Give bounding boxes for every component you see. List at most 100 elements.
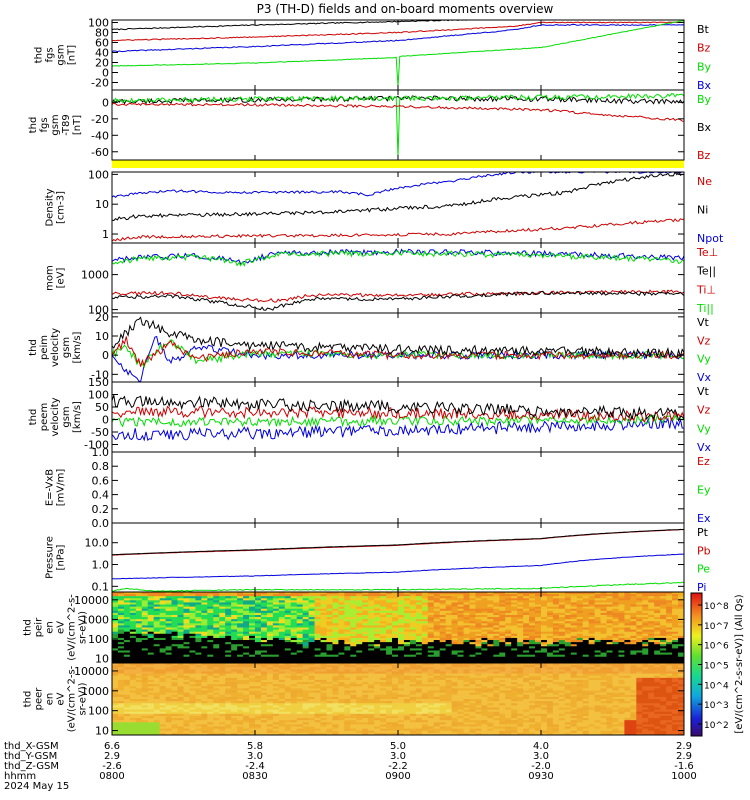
time-axis-value: 0830 bbox=[242, 771, 267, 782]
y-tick-label: 100 bbox=[88, 705, 109, 718]
y-axis-label: [nPa] bbox=[56, 544, 67, 570]
y-axis-label: thd bbox=[34, 47, 45, 64]
y-axis-label: -T89 bbox=[61, 114, 72, 136]
series-line-red bbox=[112, 218, 684, 242]
y-axis-label: [mV/m] bbox=[56, 469, 67, 507]
time-axis-row-label: thd_Z-GSM bbox=[4, 761, 59, 772]
spectrogram-ion bbox=[112, 592, 684, 663]
legend-entry: Te⊥ bbox=[696, 246, 718, 259]
y-tick-label: 0 bbox=[102, 349, 109, 362]
time-axis-value: 1000 bbox=[671, 771, 696, 782]
time-axis-value: 3.0 bbox=[533, 751, 549, 762]
legend-entry: Vx bbox=[697, 441, 712, 454]
y-tick-label: 0.8 bbox=[92, 460, 110, 473]
time-axis-row-label: thd_X-GSM bbox=[4, 741, 59, 752]
y-tick-label: -100 bbox=[84, 439, 109, 452]
y-axis-label: [cm-3] bbox=[56, 191, 67, 224]
legend-entry: Ti⊥ bbox=[696, 283, 716, 296]
legend-entry: Npot bbox=[697, 232, 724, 245]
y-tick-label: 80 bbox=[95, 27, 109, 40]
y-axis-label: [nT] bbox=[67, 45, 78, 65]
y-tick-label: 1000 bbox=[81, 685, 109, 698]
y-tick-label: 20 bbox=[95, 57, 109, 70]
y-tick-label: 1.0 bbox=[92, 559, 110, 572]
time-axis-value: 2.9 bbox=[104, 751, 120, 762]
panel-9: 10000 1000 100 10 thd peir en eV (eV/(cm^2-s-sr-… bbox=[23, 591, 685, 666]
y-axis-label: velocity bbox=[50, 397, 61, 436]
y-axis-label: Density bbox=[45, 188, 56, 226]
series-line-blue bbox=[112, 416, 684, 442]
y-tick-label: 1000 bbox=[81, 269, 109, 282]
y-tick-label: -60 bbox=[91, 146, 109, 159]
legend-entry: Ne bbox=[697, 175, 712, 188]
panel-frame bbox=[111, 242, 685, 314]
y-axis-label: fgs bbox=[45, 47, 56, 62]
y-axis-label: [eV] bbox=[56, 268, 67, 289]
panel-frame bbox=[111, 451, 685, 524]
time-axis-value: 3.0 bbox=[390, 751, 406, 762]
time-axis-value: 2.9 bbox=[676, 741, 692, 752]
legend-entry: By bbox=[697, 93, 712, 106]
time-axis-value: 0800 bbox=[99, 771, 124, 782]
y-axis-label: thd bbox=[23, 619, 34, 636]
time-axis-value: -2.6 bbox=[102, 761, 122, 772]
burst-mode-bar bbox=[112, 160, 684, 168]
panel-8: 10.0 1.0 0.1 Pressure [nPa] Pt Pb Pe Pi bbox=[45, 522, 711, 594]
series-line-black bbox=[112, 95, 684, 105]
legend-entry: Pe bbox=[697, 563, 710, 576]
y-tick-label: 0.1 bbox=[92, 580, 110, 593]
colorbar-tick-label: 10^8 bbox=[704, 602, 729, 612]
time-axis-value: -2.4 bbox=[245, 761, 265, 772]
time-axis-row-label: thd_Y-GSM bbox=[4, 751, 57, 762]
colorbar-label: [eV/(cm^2-s-sr-eV)] (All Qs) bbox=[734, 594, 745, 733]
y-axis-label: gsm bbox=[61, 337, 72, 358]
series-line-black bbox=[112, 528, 684, 556]
y-tick-label: -20 bbox=[91, 113, 109, 126]
legend-entry: Vz bbox=[697, 404, 711, 417]
legend-entry: Bz bbox=[697, 149, 711, 162]
series-line-red bbox=[112, 404, 684, 423]
time-axis-value: -2.2 bbox=[388, 761, 408, 772]
series-line-blue bbox=[112, 23, 684, 53]
series-line-green bbox=[112, 414, 684, 428]
y-axis-label: fgs bbox=[39, 117, 50, 132]
series-line-blue bbox=[112, 172, 684, 198]
y-axis-label: velocity bbox=[50, 328, 61, 367]
y-axis-label: en bbox=[45, 693, 56, 706]
legend-entry: Vz bbox=[697, 334, 711, 347]
legend-entry: Vx bbox=[697, 371, 712, 384]
y-tick-label: 0.4 bbox=[92, 489, 110, 502]
y-tick-label: 1.0 bbox=[92, 446, 110, 459]
colorbar-tick-label: 10^7 bbox=[704, 622, 729, 632]
y-axis-label: eV bbox=[56, 692, 67, 705]
y-axis-label: peem bbox=[39, 403, 50, 431]
legend-entry: Vt bbox=[697, 385, 710, 398]
y-axis-label: [km/s] bbox=[72, 331, 83, 363]
y-axis-label: peer bbox=[34, 687, 45, 711]
time-axis-row-label: hhmm bbox=[4, 771, 36, 782]
y-tick-label: 0 bbox=[102, 67, 109, 80]
y-tick-label: 0 bbox=[102, 414, 109, 427]
panel-4: 1000 100 mom [eV] Te⊥ Te|| Ti⊥ Ti|| bbox=[45, 242, 718, 317]
series-line-green bbox=[112, 20, 684, 87]
series-line-blue bbox=[112, 553, 684, 580]
y-axis-label: sr-eV)) bbox=[78, 682, 89, 715]
y-axis-label: thd bbox=[28, 117, 39, 134]
panel-7: 1.00.80.6 0.40.20.0 E=-VxB [mV/m] Ez Ey Ex bbox=[45, 446, 711, 530]
y-tick-label: 100 bbox=[88, 304, 109, 317]
series-line-green bbox=[112, 249, 684, 267]
y-axis-label: (eV/(cm^2-s- bbox=[67, 594, 78, 661]
colorbar-tick-label: 10^2 bbox=[704, 721, 729, 731]
time-axis-value: 4.0 bbox=[533, 741, 549, 752]
y-axis-label: peir bbox=[34, 617, 45, 637]
y-tick-label: 100 bbox=[88, 168, 109, 181]
y-axis-label: [km/s] bbox=[72, 401, 83, 433]
legend-entry: Ez bbox=[697, 455, 710, 468]
y-axis-label: thd bbox=[28, 409, 39, 426]
legend-entry: Ex bbox=[697, 512, 711, 525]
y-tick-label: 20 bbox=[95, 311, 109, 324]
